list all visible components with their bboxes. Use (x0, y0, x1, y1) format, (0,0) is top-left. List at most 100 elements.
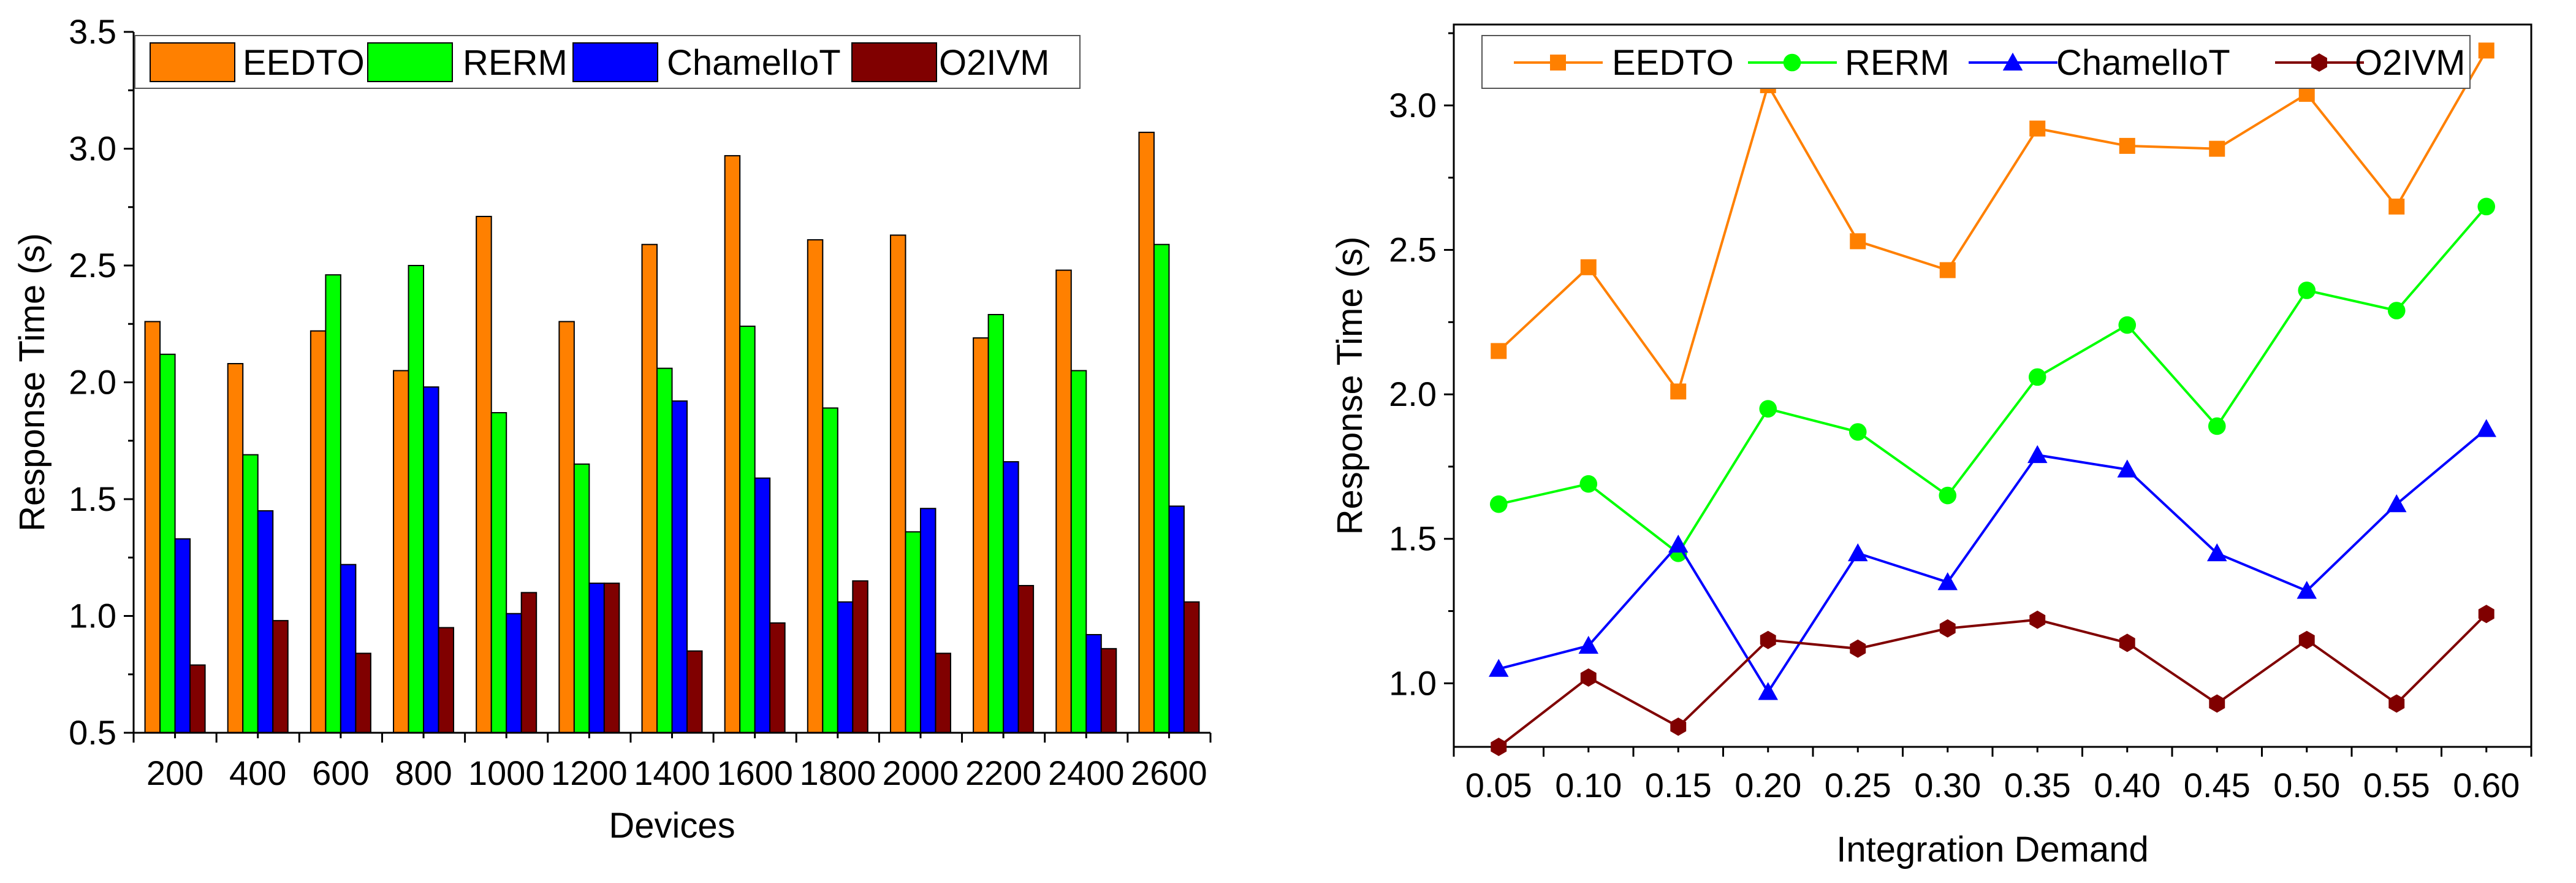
marker-circle (1489, 495, 1508, 513)
marker-square (2029, 120, 2046, 137)
bar (438, 627, 455, 733)
x-tick-label: 600 (312, 754, 369, 792)
x-tick-label: 0.60 (2453, 766, 2520, 805)
bar (905, 531, 921, 734)
bar (1100, 648, 1117, 733)
marker-triangle (2207, 543, 2227, 562)
bar (935, 652, 951, 733)
marker-square (1939, 262, 1956, 278)
marker-square (1491, 343, 1507, 359)
y-axis-title: Response Time (s) (12, 233, 52, 532)
bar (227, 363, 244, 733)
x-tick-label: 400 (229, 754, 286, 792)
y-tick-label: 2.0 (1389, 375, 1437, 413)
line-chart: 1.0 1.5 2.0 2.5 3.0 0.05 0.10 0.15 0.20 0.25 0.30 0… (1330, 23, 2532, 870)
marker-circle (2387, 302, 2406, 319)
x-axis-title: Devices (609, 806, 735, 846)
legend-label: ChamelIoT (667, 43, 841, 83)
bar (973, 337, 989, 733)
x-tick-label: 1000 (468, 754, 545, 792)
plot-frame (1453, 23, 2532, 748)
bar (408, 265, 425, 733)
marker-circle (1939, 486, 1957, 505)
x-tick-label: 0.45 (2184, 766, 2251, 805)
bar (1168, 505, 1185, 733)
bar (822, 407, 838, 733)
bar (1138, 131, 1155, 733)
x-tick-label: 0.50 (2273, 766, 2340, 805)
marker-square (1580, 259, 1597, 275)
y-tick-label: 3.0 (1389, 86, 1437, 124)
legend-label: O2IVM (939, 43, 1050, 83)
marker-square (2209, 140, 2225, 157)
x-tick-label: 0.35 (2004, 766, 2071, 805)
y-tick-label: 1.5 (69, 480, 116, 518)
y-tick-label: 1.0 (1389, 663, 1437, 702)
x-tick-label: 0.25 (1825, 766, 1891, 805)
bar (159, 353, 176, 733)
bar (987, 314, 1005, 733)
x-tick-label: 0.40 (2094, 766, 2160, 805)
x-tick-label: 1400 (634, 754, 710, 792)
bar (1085, 633, 1102, 733)
marker-square (1550, 55, 1566, 71)
bar (1003, 461, 1019, 733)
y-tick-label: 3.5 (69, 12, 116, 51)
x-tick-label: 0.20 (1734, 766, 1801, 805)
bar (476, 215, 492, 733)
marker-square (1850, 233, 1866, 250)
bar (189, 664, 206, 734)
legend: EEDTO RERM ChamelIoT O2IVM (1481, 35, 2471, 89)
bar (919, 508, 937, 733)
x-tick-label: 1600 (716, 754, 793, 792)
marker-triangle (2002, 52, 2023, 71)
bar (423, 386, 439, 733)
bar (739, 326, 756, 733)
bar (174, 538, 191, 734)
x-tick-label: 2400 (1048, 754, 1125, 792)
x-tick-label: 200 (146, 754, 203, 792)
bar (490, 412, 507, 733)
marker-circle (2298, 281, 2316, 299)
bar (603, 583, 620, 733)
y-tick-label: 2.5 (69, 246, 116, 285)
marker-hexagon (2298, 630, 2315, 649)
series-eedto (1491, 42, 2494, 400)
x-tick-label: 0.55 (2363, 766, 2430, 805)
x-axis-title: Integration Demand (1836, 830, 2148, 870)
marker-square (2388, 198, 2405, 215)
bar (724, 155, 741, 733)
bar (340, 564, 357, 733)
marker-triangle (1848, 543, 1868, 562)
legend-label: EEDTO (243, 43, 365, 83)
x-tick-label: 0.30 (1914, 766, 1981, 805)
x-tick-label: 1800 (800, 754, 876, 792)
marker-circle (2118, 316, 2137, 334)
marker-triangle (2027, 445, 2048, 464)
bar (1017, 584, 1035, 733)
series-line (1498, 613, 2488, 748)
bar (558, 321, 575, 733)
legend-label: EEDTO (1612, 43, 1734, 83)
legend-swatch (851, 42, 937, 82)
marker-square (2478, 42, 2494, 59)
marker-circle (1759, 400, 1777, 418)
marker-triangle (2476, 419, 2496, 437)
bar (573, 463, 590, 733)
x-tick-label: 0.05 (1465, 766, 1532, 805)
marker-hexagon (2119, 633, 2135, 652)
bar (852, 580, 868, 733)
y-tick-label: 2.5 (1389, 231, 1437, 269)
bar (671, 400, 688, 733)
marker-hexagon (1760, 630, 1776, 649)
marker-hexagon (2029, 610, 2046, 629)
bar (754, 477, 771, 734)
marker-triangle (1578, 635, 1598, 654)
marker-triangle (1937, 572, 1958, 591)
bar (144, 321, 161, 733)
marker-hexagon (1491, 738, 1507, 756)
y-tick-label: 1.0 (69, 597, 116, 635)
x-tick-label: 800 (395, 754, 452, 792)
marker-square (1670, 383, 1687, 400)
bar (242, 454, 259, 733)
